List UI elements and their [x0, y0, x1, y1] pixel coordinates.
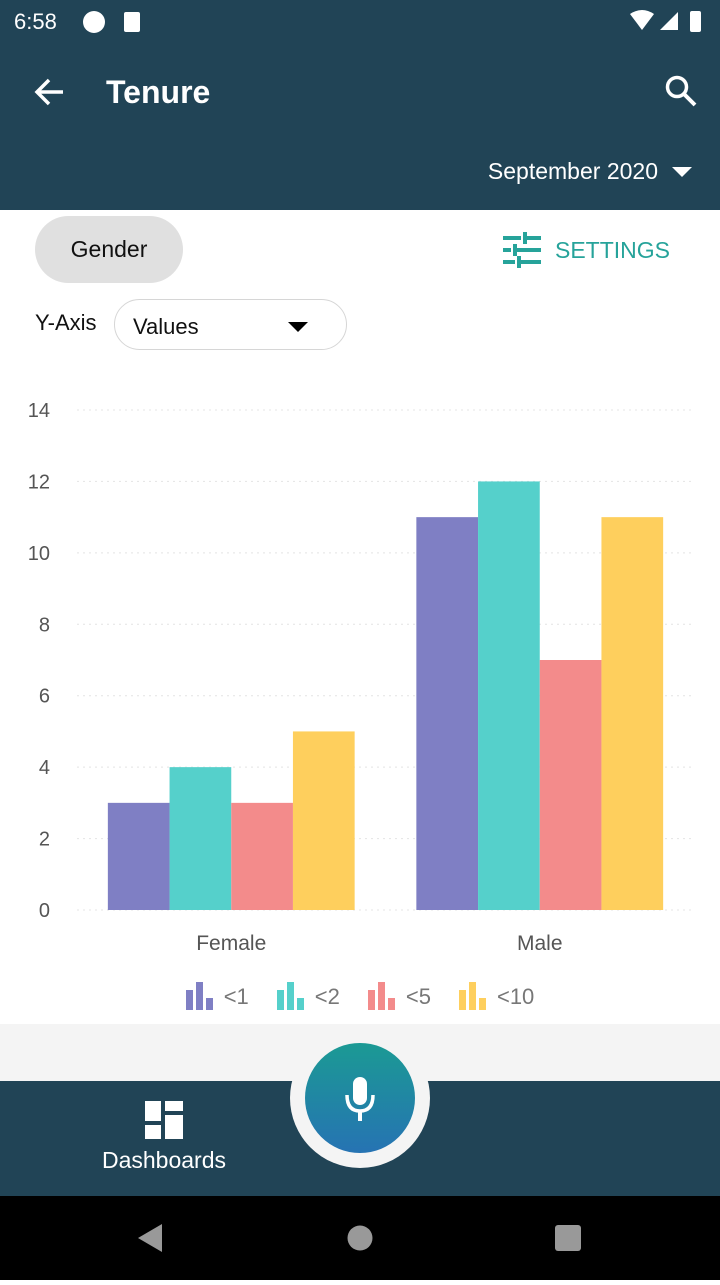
y-tick-label: 12	[28, 471, 50, 493]
y-axis-value: Values	[133, 314, 199, 339]
bar-male-2	[539, 660, 602, 910]
bar-chart-icon	[367, 982, 395, 1010]
x-tick-label: Female	[196, 932, 266, 955]
nav-dashboards[interactable]: Dashboards	[98, 1101, 230, 1174]
home-nav-icon[interactable]	[347, 1225, 373, 1251]
legend-label: <2	[314, 984, 340, 1009]
mic-button-container	[290, 1028, 430, 1168]
dashboards-label: Dashboards	[101, 1147, 227, 1173]
settings-button[interactable]: SETTINGS	[503, 232, 670, 268]
settings-label: SETTINGS	[555, 236, 671, 263]
legend-item[interactable]: <2	[276, 982, 340, 1010]
chevron-down-icon	[672, 166, 692, 177]
bar-female-0	[107, 802, 170, 910]
dashboard-icon	[145, 1101, 183, 1139]
status-time: 6:58	[14, 9, 57, 34]
y-tick-label: 8	[39, 614, 50, 636]
bar-male-0	[416, 517, 479, 910]
y-tick-label: 0	[39, 900, 50, 922]
legend-label: <5	[405, 984, 431, 1009]
y-tick-label: 4	[39, 757, 50, 779]
bar-female-3	[292, 731, 355, 910]
x-tick-label: Male	[517, 932, 563, 955]
bar-female-2	[231, 802, 293, 910]
bar-male-1	[478, 481, 540, 910]
sliders-icon	[503, 232, 541, 268]
legend-item[interactable]: <1	[185, 982, 249, 1010]
period-label: September 2020	[487, 158, 658, 184]
dropdown-arrow-icon	[288, 322, 308, 332]
chart-legend: <1 <2 <5 <10	[0, 982, 720, 1010]
bar-chart-icon	[185, 982, 213, 1010]
bar-female-1	[169, 767, 232, 910]
mic-button[interactable]	[305, 1043, 415, 1153]
app-header: 6:58 Tenure September 2020	[0, 0, 720, 210]
page-title: Tenure	[106, 74, 211, 110]
group-by-chip[interactable]: Gender	[35, 216, 183, 283]
y-tick-label: 14	[28, 400, 50, 422]
legend-label: <1	[223, 984, 249, 1009]
system-nav-bar	[0, 1196, 720, 1280]
legend-item[interactable]: <5	[367, 982, 431, 1010]
period-dropdown[interactable]: September 2020	[488, 158, 692, 185]
status-icons	[83, 11, 140, 33]
y-axis-label: Y-Axis	[35, 310, 97, 335]
y-axis-select[interactable]: Values	[114, 299, 347, 350]
recents-nav-icon[interactable]	[555, 1225, 581, 1251]
y-tick-label: 10	[28, 543, 50, 565]
back-arrow-icon[interactable]	[33, 76, 65, 108]
signal-battery-icons	[630, 10, 701, 32]
microphone-icon	[345, 1077, 375, 1121]
bar-chart: 0 2 4 6 8 10 12 14 Female Male	[28, 400, 694, 955]
legend-item[interactable]: <10	[458, 982, 535, 1010]
y-tick-label: 2	[39, 829, 50, 851]
search-icon[interactable]	[664, 74, 698, 108]
bar-chart-icon	[458, 982, 486, 1010]
legend-label: <10	[496, 984, 535, 1009]
back-nav-icon[interactable]	[138, 1224, 162, 1252]
y-tick-label: 6	[39, 686, 50, 708]
bar-male-3	[601, 517, 664, 910]
bar-chart-icon	[276, 982, 304, 1010]
